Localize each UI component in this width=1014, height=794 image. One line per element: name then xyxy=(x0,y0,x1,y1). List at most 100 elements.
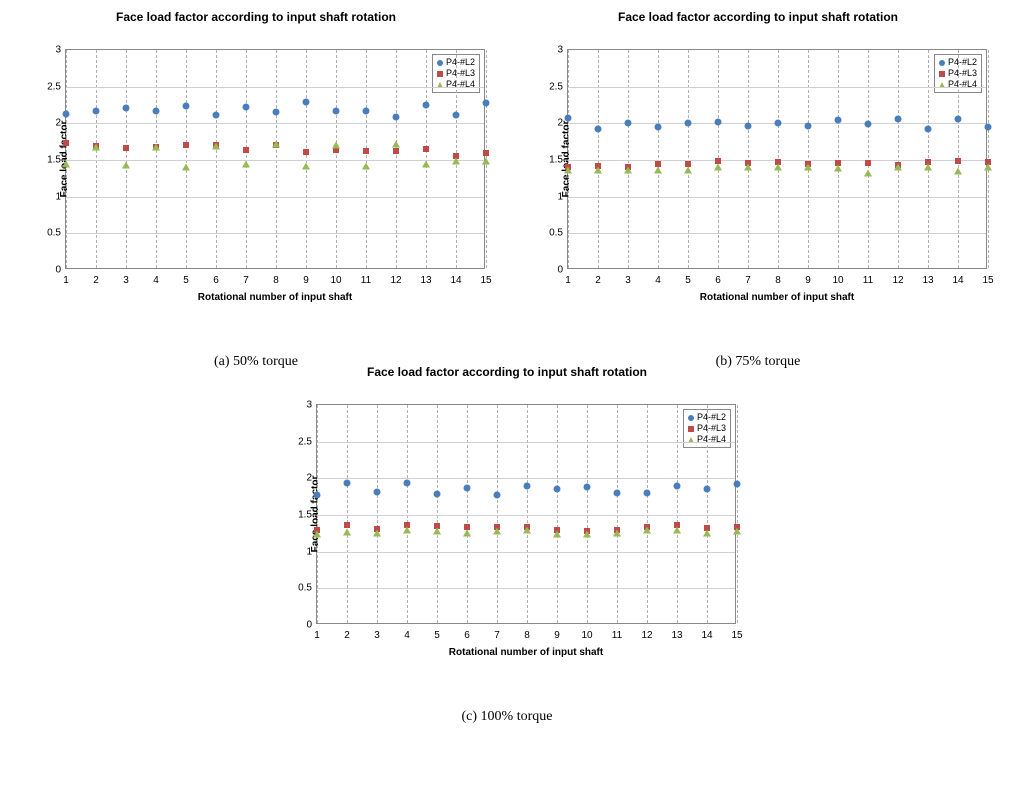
x-tick-label: 2 xyxy=(344,630,350,641)
gridline-vertical xyxy=(808,50,809,268)
data-point xyxy=(673,526,681,533)
charts-container: Face load factor according to input shaf… xyxy=(0,0,1014,794)
x-tick-label: 5 xyxy=(183,275,189,286)
data-point xyxy=(733,528,741,535)
data-point xyxy=(594,167,602,174)
data-point xyxy=(734,481,741,488)
y-tick-label: 2.5 xyxy=(538,81,563,92)
chart-b-area: P4-#L2 P4-#L3 P4-#L4 Face load factor Ro… xyxy=(512,29,1004,309)
data-point xyxy=(243,147,249,153)
x-tick-label: 10 xyxy=(832,275,843,286)
chart-b-title: Face load factor according to input shaf… xyxy=(512,10,1004,24)
legend-label-l3: P4-#L3 xyxy=(697,423,726,434)
data-point xyxy=(303,99,310,106)
data-point xyxy=(482,158,490,165)
x-tick-label: 6 xyxy=(213,275,219,286)
legend-label-l4: P4-#L4 xyxy=(948,79,977,90)
chart-a-title: Face load factor according to input shaf… xyxy=(10,10,502,24)
gridline-vertical xyxy=(336,50,337,268)
gridline-vertical xyxy=(156,50,157,268)
data-point xyxy=(865,121,872,128)
data-point xyxy=(344,480,351,487)
gridline-vertical xyxy=(377,405,378,623)
x-tick-label: 13 xyxy=(671,630,682,641)
gridline-vertical xyxy=(688,50,689,268)
gridline-vertical xyxy=(126,50,127,268)
x-tick-label: 12 xyxy=(641,630,652,641)
x-tick-label: 4 xyxy=(153,275,159,286)
data-point xyxy=(895,115,902,122)
x-tick-label: 5 xyxy=(685,275,691,286)
legend-label-l2: P4-#L2 xyxy=(446,57,475,68)
x-tick-label: 8 xyxy=(524,630,530,641)
y-tick-label: 2.5 xyxy=(36,81,61,92)
data-point xyxy=(685,120,692,127)
data-point xyxy=(423,146,429,152)
gridline-vertical xyxy=(707,405,708,623)
chart-c-wrapper: Face load factor according to input shaf… xyxy=(261,365,753,725)
data-point xyxy=(92,143,100,150)
chart-a-plot: P4-#L2 P4-#L3 P4-#L4 Face load factor Ro… xyxy=(65,49,485,269)
y-tick-label: 1 xyxy=(287,546,312,557)
gridline-horizontal xyxy=(66,87,484,88)
y-tick-label: 0 xyxy=(538,265,563,276)
x-tick-label: 6 xyxy=(464,630,470,641)
y-tick-label: 3 xyxy=(287,400,312,411)
x-tick-label: 11 xyxy=(612,630,622,641)
gridline-vertical xyxy=(186,50,187,268)
data-point xyxy=(183,103,190,110)
gridline-horizontal xyxy=(317,552,735,553)
data-point xyxy=(493,528,501,535)
data-point xyxy=(314,492,321,499)
data-point xyxy=(775,120,782,127)
gridline-vertical xyxy=(347,405,348,623)
data-point xyxy=(624,167,632,174)
data-point xyxy=(464,484,471,491)
data-point xyxy=(583,531,591,538)
gridline-vertical xyxy=(66,50,67,268)
y-tick-label: 1.5 xyxy=(36,155,61,166)
data-point xyxy=(613,530,621,537)
x-tick-label: 1 xyxy=(565,275,571,286)
x-tick-label: 8 xyxy=(775,275,781,286)
gridline-vertical xyxy=(527,405,528,623)
data-point xyxy=(393,114,400,121)
y-tick-label: 2 xyxy=(538,118,563,129)
data-point xyxy=(122,162,130,169)
x-tick-label: 5 xyxy=(434,630,440,641)
data-point xyxy=(243,104,250,111)
data-point xyxy=(925,126,932,133)
chart-c-caption: (c) 100% torque xyxy=(261,709,753,725)
data-point xyxy=(584,484,591,491)
y-tick-label: 1 xyxy=(36,191,61,202)
x-tick-label: 11 xyxy=(361,275,371,286)
x-tick-label: 2 xyxy=(93,275,99,286)
chart-c-plot: P4-#L2 P4-#L3 P4-#L4 Face load factor Ro… xyxy=(316,404,736,624)
data-point xyxy=(643,527,651,534)
legend-label-l2: P4-#L2 xyxy=(948,57,977,68)
data-point xyxy=(703,529,711,536)
data-point xyxy=(955,158,961,164)
gridline-vertical xyxy=(96,50,97,268)
legend-label-l3: P4-#L3 xyxy=(446,68,475,79)
data-point xyxy=(744,164,752,171)
data-point xyxy=(554,486,561,493)
y-tick-label: 0.5 xyxy=(36,228,61,239)
chart-b-plot: P4-#L2 P4-#L3 P4-#L4 Face load factor Ro… xyxy=(567,49,987,269)
data-point xyxy=(63,140,69,146)
gridline-horizontal xyxy=(317,442,735,443)
gridline-vertical xyxy=(246,50,247,268)
chart-b-wrapper: Face load factor according to input shaf… xyxy=(512,10,1004,370)
data-point xyxy=(715,118,722,125)
data-point xyxy=(313,531,321,538)
gridline-vertical xyxy=(426,50,427,268)
data-point xyxy=(213,112,220,119)
x-tick-label: 7 xyxy=(494,630,500,641)
x-tick-label: 6 xyxy=(715,275,721,286)
gridline-vertical xyxy=(407,405,408,623)
data-point xyxy=(302,162,310,169)
data-point xyxy=(152,143,160,150)
data-point xyxy=(955,115,962,122)
data-point xyxy=(714,164,722,171)
data-point xyxy=(954,168,962,175)
